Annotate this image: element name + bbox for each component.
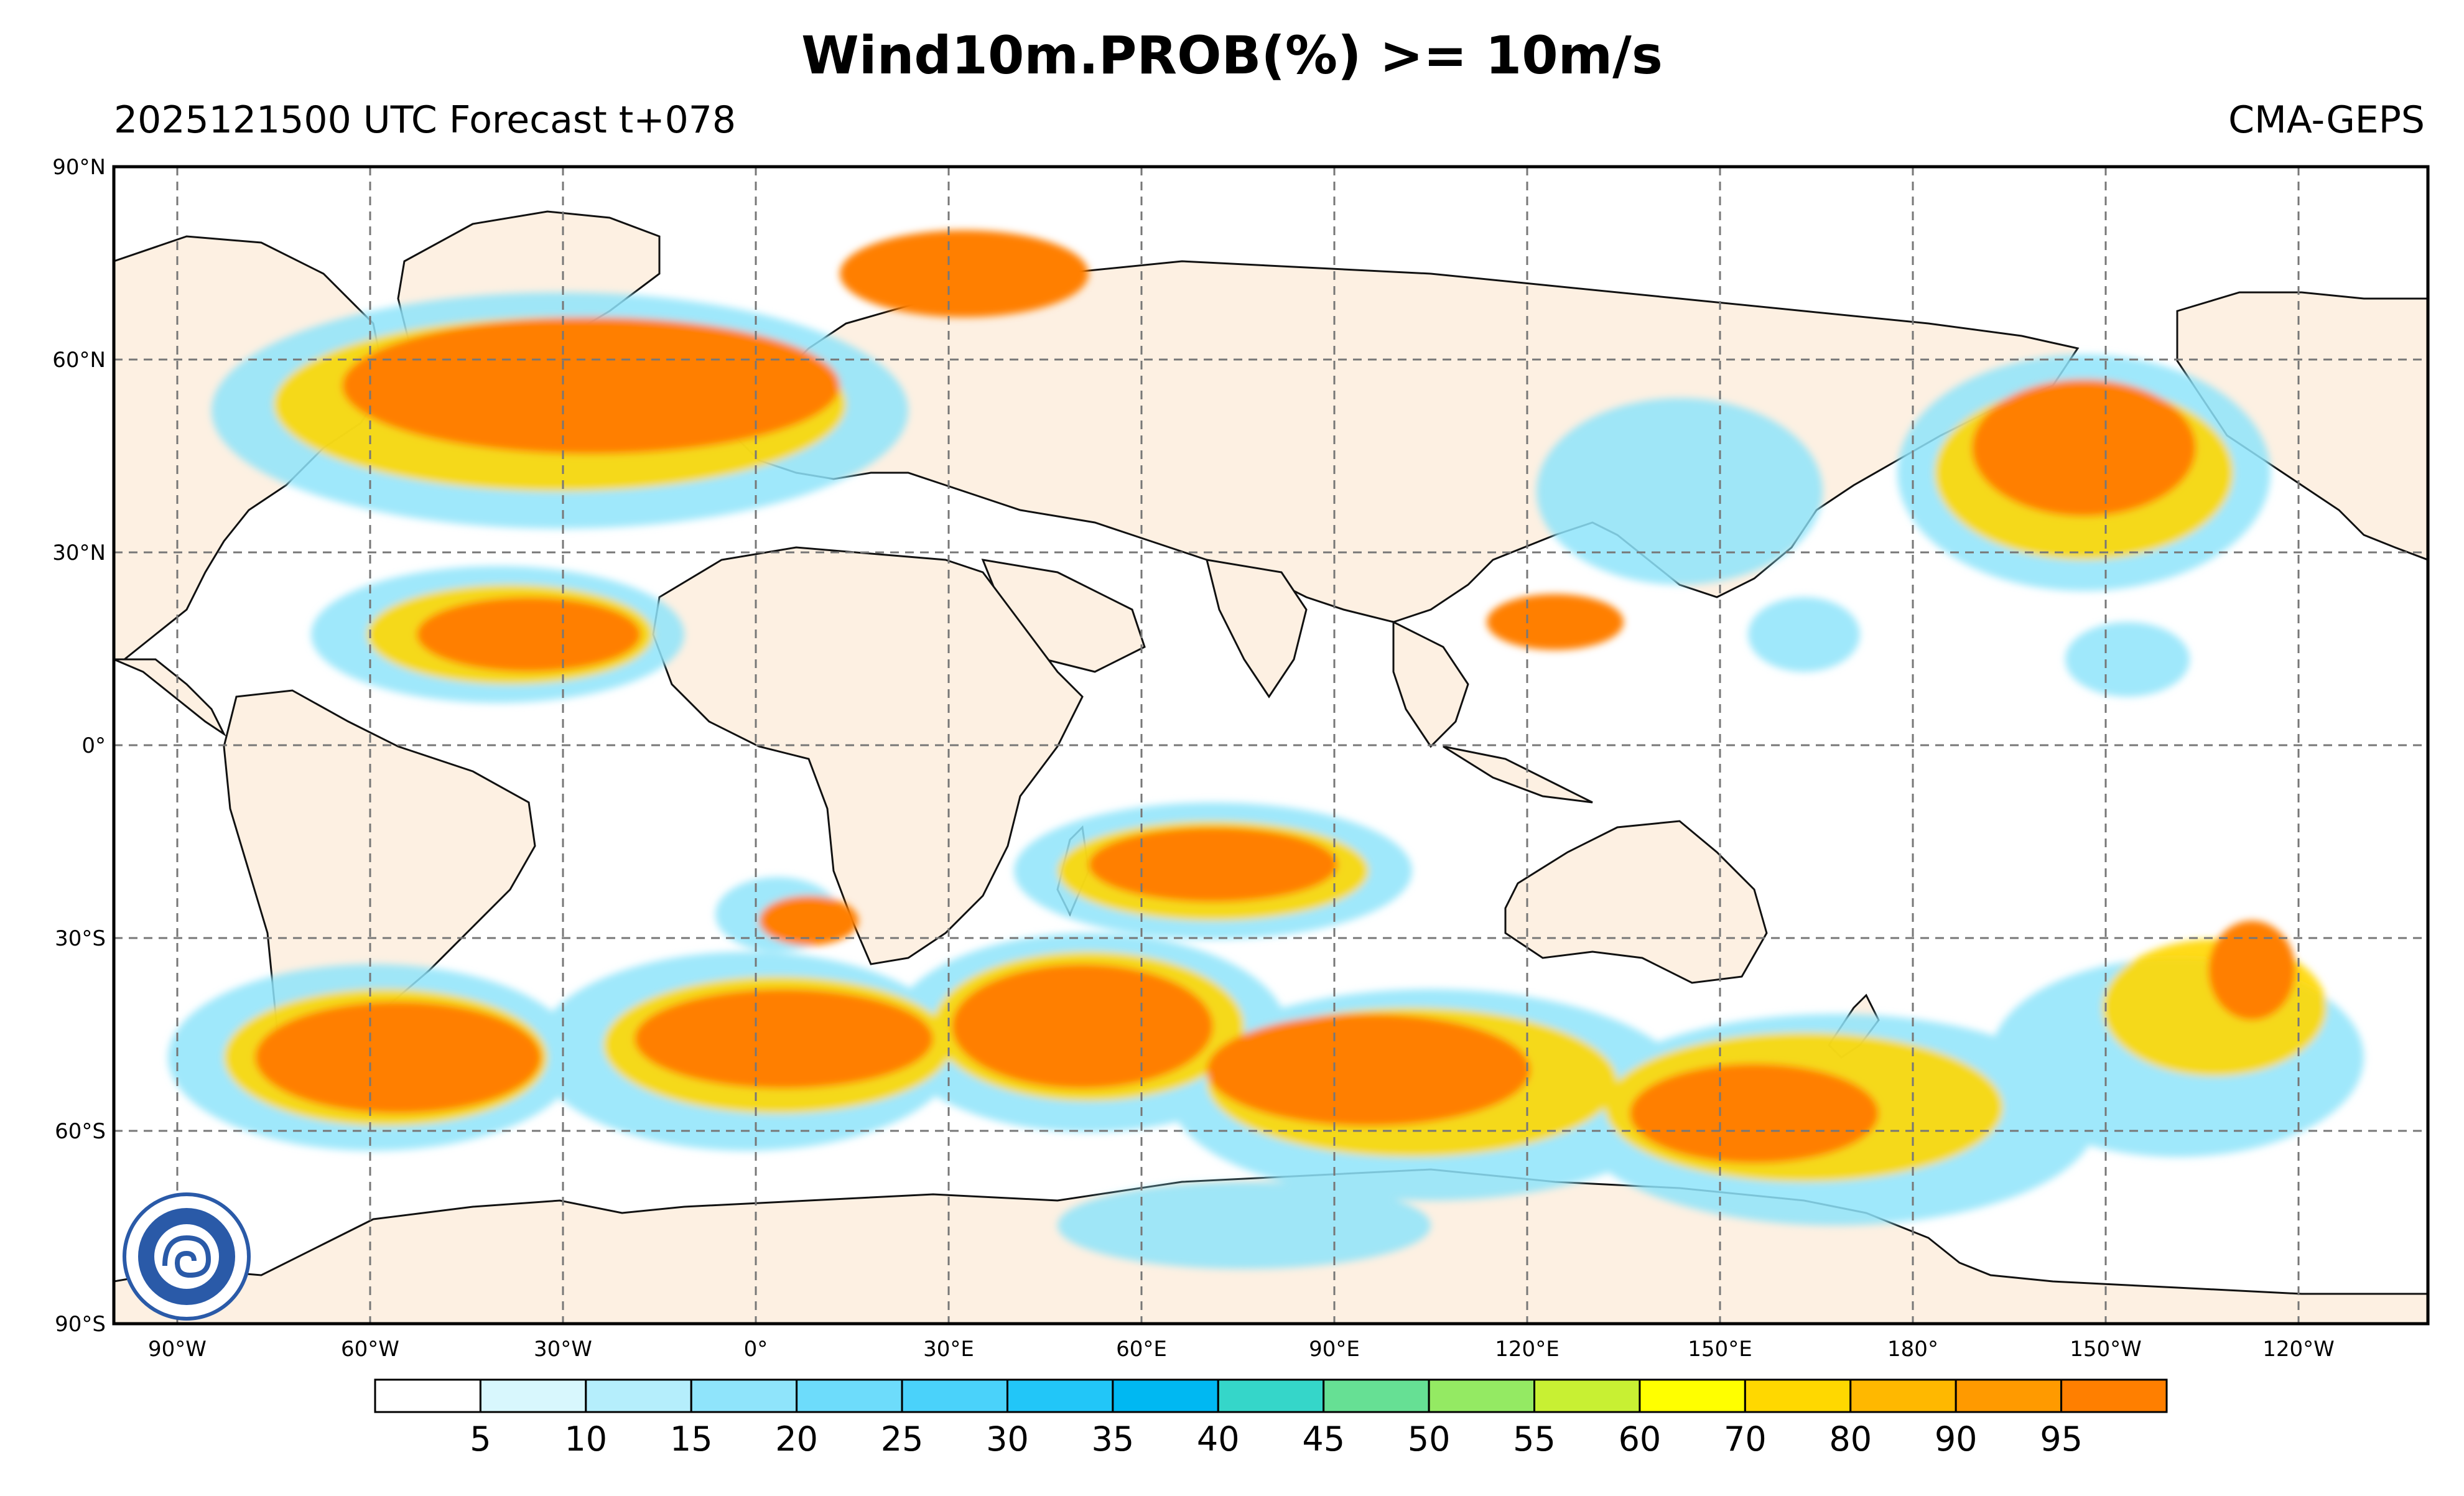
- lon-label-90e: 90°E: [1309, 1337, 1360, 1362]
- colorbar-swatch: [1112, 1378, 1219, 1413]
- graticule: [114, 167, 2428, 1324]
- lon-label-60w: 60°W: [341, 1337, 399, 1362]
- latitude-labels: 90°N 60°N 30°N 0° 30°S 60°S 90°S: [52, 155, 106, 1337]
- colorbar-tick-label: 60: [1619, 1419, 1662, 1459]
- lat-label-90n: 90°N: [52, 155, 106, 180]
- colorbar: 5 10 15 20 25 30 35 40 45 50 55 60 70 80…: [374, 1378, 2168, 1459]
- colorbar-swatch: [1428, 1378, 1536, 1413]
- colorbar-swatch: [1217, 1378, 1325, 1413]
- forecast-time-label: 2025121500 UTC Forecast t+078: [114, 98, 737, 142]
- colorbar-swatch: [1955, 1378, 2063, 1413]
- colorbar-tick-labels: 5 10 15 20 25 30 35 40 45 50 55 60 70 80…: [470, 1419, 2083, 1459]
- lon-label-150e: 150°E: [1688, 1337, 1752, 1362]
- longitude-labels: 90°W 60°W 30°W 0° 30°E 60°E 90°E 120°E 1…: [148, 1337, 2335, 1362]
- colorbar-tick-label: 25: [881, 1419, 924, 1459]
- colorbar-tick-label: 20: [775, 1419, 818, 1459]
- colorbar-swatch: [374, 1378, 481, 1413]
- colorbar-swatch: [1849, 1378, 1957, 1413]
- high-probability-band: [255, 230, 2295, 1163]
- colorbar-tick-label: 50: [1408, 1419, 1451, 1459]
- lon-label-0: 0°: [744, 1337, 768, 1362]
- lat-label-90s: 90°S: [55, 1312, 106, 1337]
- colorbar-tick-label: 90: [1935, 1419, 1978, 1459]
- colorbar-swatch: [901, 1378, 1008, 1413]
- lon-label-30w: 30°W: [534, 1337, 592, 1362]
- colorbar-tick-label: 35: [1092, 1419, 1135, 1459]
- colorbar-swatch: [1006, 1378, 1114, 1413]
- cma-logo: [123, 1192, 251, 1321]
- probability-fields: [168, 230, 2364, 1269]
- colorbar-tick-label: 55: [1513, 1419, 1556, 1459]
- colorbar-swatch: [1639, 1378, 1746, 1413]
- lon-label-120w: 120°W: [2262, 1337, 2335, 1362]
- colorbar-swatch: [585, 1378, 692, 1413]
- colorbar-swatch: [690, 1378, 798, 1413]
- lon-label-30e: 30°E: [923, 1337, 974, 1362]
- colorbar-swatch: [2060, 1378, 2168, 1413]
- colorbar-tick-label: 40: [1197, 1419, 1240, 1459]
- lat-label-30s: 30°S: [55, 926, 106, 951]
- lon-label-90w: 90°W: [148, 1337, 207, 1362]
- lon-label-150w: 150°W: [2070, 1337, 2142, 1362]
- colorbar-swatch: [1533, 1378, 1641, 1413]
- colorbar-tick-label: 30: [986, 1419, 1029, 1459]
- lat-label-60n: 60°N: [52, 348, 106, 373]
- model-name-label: CMA-GEPS: [2228, 98, 2425, 142]
- lat-label-equator: 0°: [81, 733, 106, 758]
- colorbar-swatch: [1744, 1378, 1852, 1413]
- colorbar-swatch: [1323, 1378, 1430, 1413]
- colorbar-tick-label: 70: [1724, 1419, 1767, 1459]
- colorbar-swatches: [374, 1378, 2168, 1413]
- colorbar-tick-label: 15: [670, 1419, 713, 1459]
- colorbar-tick-label: 80: [1829, 1419, 1872, 1459]
- colorbar-tick-label: 45: [1302, 1419, 1345, 1459]
- map-frame: [112, 165, 2430, 1326]
- colorbar-swatch: [796, 1378, 903, 1413]
- colorbar-tick-label: 95: [2040, 1419, 2083, 1459]
- lon-label-120e: 120°E: [1495, 1337, 1559, 1362]
- lat-label-60s: 60°S: [55, 1119, 106, 1144]
- colorbar-tick-label: 10: [564, 1419, 607, 1459]
- lon-label-180: 180°: [1887, 1337, 1938, 1362]
- lon-label-60e: 60°E: [1116, 1337, 1167, 1362]
- lat-label-30n: 30°N: [52, 541, 106, 565]
- map-title: Wind10m.PROB(%) >= 10m/s: [801, 25, 1663, 86]
- colorbar-swatch: [479, 1378, 587, 1413]
- colorbar-tick-label: 5: [470, 1419, 491, 1459]
